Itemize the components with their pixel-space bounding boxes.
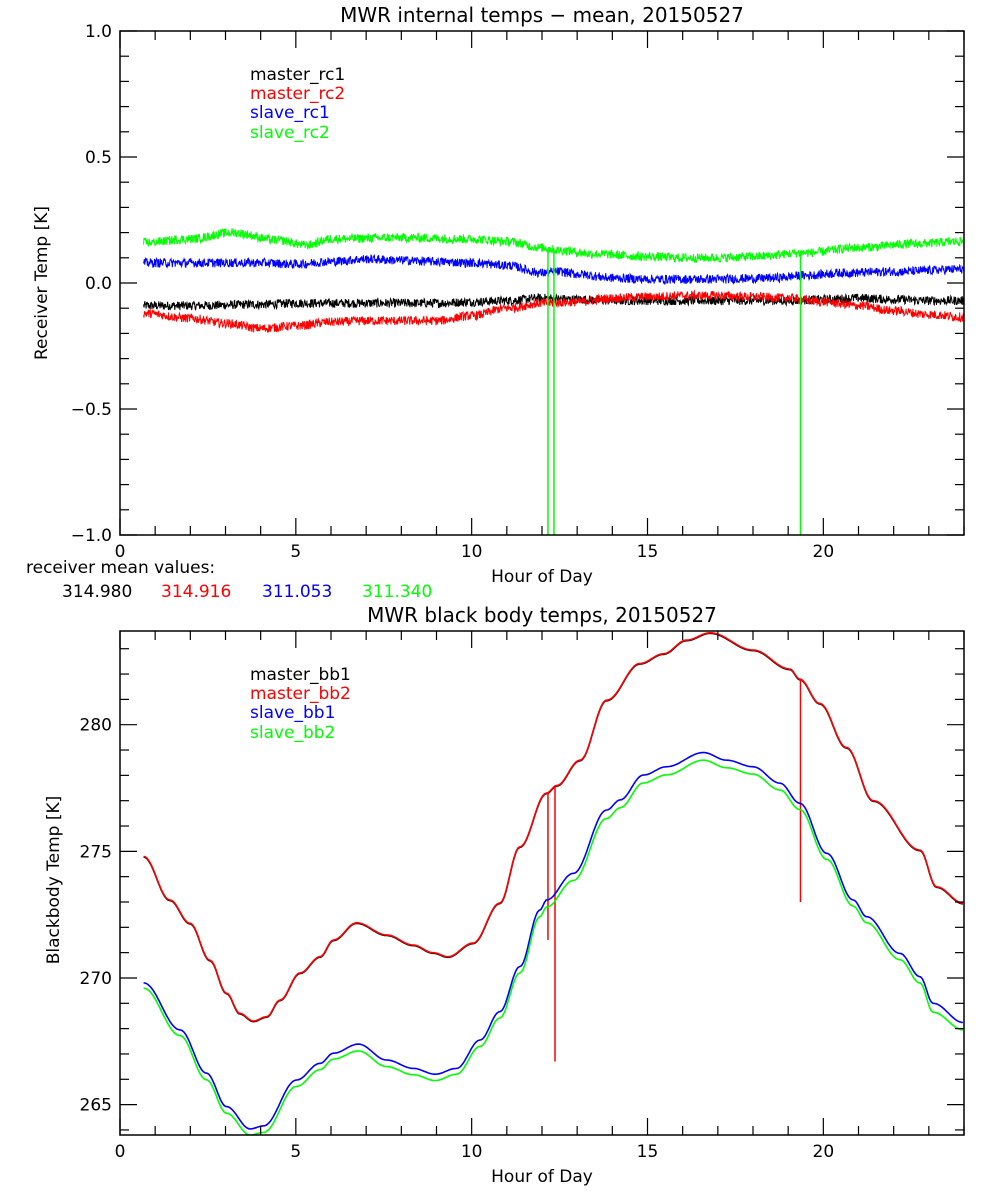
- chart-title: MWR black body temps, 20150527: [367, 603, 717, 627]
- mean-value: 311.053: [262, 582, 332, 602]
- x-tick-label: 15: [637, 542, 659, 562]
- axes: 0 5 10 15 20 265 270 275 280: [80, 630, 965, 1162]
- legend-item: slave_bb2: [250, 723, 335, 743]
- series-line-slave_bb1: [143, 751, 963, 1130]
- receiver-mean-values: receiver mean values: 314.980 314.916 31…: [26, 558, 432, 602]
- plot-area: [143, 227, 964, 535]
- series-line-slave_rc2: [143, 227, 964, 263]
- legend-item: slave_rc2: [250, 123, 330, 143]
- series-line-slave_bb2: [143, 759, 963, 1135]
- legend-item: master_rc1: [250, 65, 345, 85]
- x-axis-label: Hour of Day: [491, 1167, 593, 1187]
- x-tick-label: 20: [813, 542, 835, 562]
- x-tick-label: 0: [115, 1142, 126, 1162]
- legend-item: master_bb1: [250, 665, 351, 685]
- x-tick-label: 0: [115, 542, 126, 562]
- mean-value: 314.916: [161, 582, 231, 602]
- chart-title: MWR internal temps − mean, 20150527: [340, 3, 744, 27]
- mean-values-label: receiver mean values:: [26, 558, 215, 578]
- y-axis-label: Blackbody Temp [K]: [44, 796, 64, 965]
- blackbody-temps-panel: MWR black body temps, 20150527 0 5 10 15 20 2…: [44, 603, 965, 1187]
- legend-item: master_rc2: [250, 84, 345, 104]
- axes: 0 5 10 15 20 −1.0 −0.5 0.0 0.5 1.0: [71, 22, 965, 562]
- y-tick-label: 1.0: [85, 22, 112, 42]
- y-tick-label: 280: [80, 716, 112, 736]
- mean-value: 311.340: [362, 582, 432, 602]
- series-line-master_bb2: [143, 631, 964, 1022]
- legend-item: master_bb2: [250, 684, 351, 704]
- plot-frame: [119, 630, 965, 1136]
- y-tick-label: 270: [80, 969, 112, 989]
- legend: master_rc1 master_rc2 slave_rc1 slave_rc…: [250, 65, 345, 143]
- y-tick-label: −1.0: [71, 526, 112, 546]
- series-group: [143, 227, 964, 535]
- x-tick-label: 20: [813, 1142, 835, 1162]
- x-tick-label: 10: [461, 542, 483, 562]
- plot-frame: [119, 30, 965, 536]
- y-axis-label: Receiver Temp [K]: [32, 206, 52, 360]
- legend: master_bb1 master_bb2 slave_bb1 slave_bb…: [250, 665, 351, 743]
- x-tick-label: 10: [461, 1142, 483, 1162]
- mean-value: 314.980: [62, 582, 132, 602]
- y-tick-label: −0.5: [71, 400, 112, 420]
- x-tick-label: 5: [290, 1142, 301, 1162]
- x-tick-label: 15: [637, 1142, 659, 1162]
- legend-item: slave_rc1: [250, 103, 330, 123]
- series-group: [143, 631, 964, 1135]
- y-tick-label: 0.0: [85, 274, 112, 294]
- plot-area: [143, 631, 964, 1135]
- x-axis-label: Hour of Day: [491, 567, 593, 587]
- y-tick-label: 265: [80, 1096, 112, 1116]
- y-tick-label: 275: [80, 842, 112, 862]
- receiver-temps-panel: MWR internal temps − mean, 20150527 0 5 10…: [26, 3, 965, 602]
- legend-item: slave_bb1: [250, 703, 335, 723]
- y-tick-label: 0.5: [85, 148, 112, 168]
- x-tick-label: 5: [290, 542, 301, 562]
